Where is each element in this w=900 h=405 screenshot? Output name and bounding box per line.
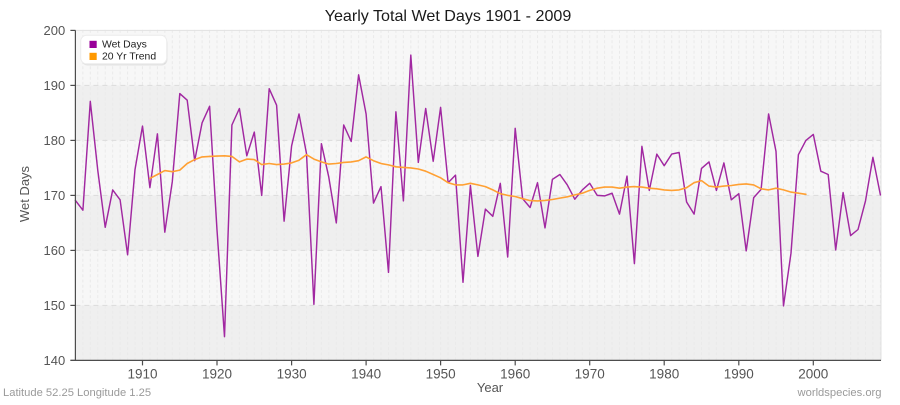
svg-text:Yearly Total Wet Days 1901 - 2: Yearly Total Wet Days 1901 - 2009 <box>325 7 572 25</box>
svg-text:1930: 1930 <box>277 367 307 382</box>
svg-text:Wet Days: Wet Days <box>17 165 32 222</box>
svg-text:190: 190 <box>43 78 65 93</box>
svg-text:1950: 1950 <box>426 367 456 382</box>
svg-text:2000: 2000 <box>798 367 828 382</box>
svg-text:170: 170 <box>43 188 65 203</box>
svg-text:1920: 1920 <box>202 367 232 382</box>
svg-text:1910: 1910 <box>127 367 157 382</box>
svg-text:Latitude 52.25 Longitude 1.25: Latitude 52.25 Longitude 1.25 <box>3 387 151 399</box>
svg-text:1940: 1940 <box>351 367 381 382</box>
svg-text:1980: 1980 <box>649 367 679 382</box>
svg-text:180: 180 <box>43 133 65 148</box>
svg-text:Year: Year <box>477 380 504 395</box>
svg-text:200: 200 <box>43 23 65 38</box>
svg-text:worldspecies.org: worldspecies.org <box>797 387 882 399</box>
svg-text:1990: 1990 <box>724 367 754 382</box>
svg-text:160: 160 <box>43 243 65 258</box>
svg-text:140: 140 <box>43 353 65 368</box>
svg-text:20 Yr Trend: 20 Yr Trend <box>102 52 156 63</box>
svg-text:150: 150 <box>43 298 65 313</box>
svg-text:1960: 1960 <box>500 367 530 382</box>
svg-text:Wet Days: Wet Days <box>102 40 147 51</box>
svg-text:1970: 1970 <box>575 367 605 382</box>
